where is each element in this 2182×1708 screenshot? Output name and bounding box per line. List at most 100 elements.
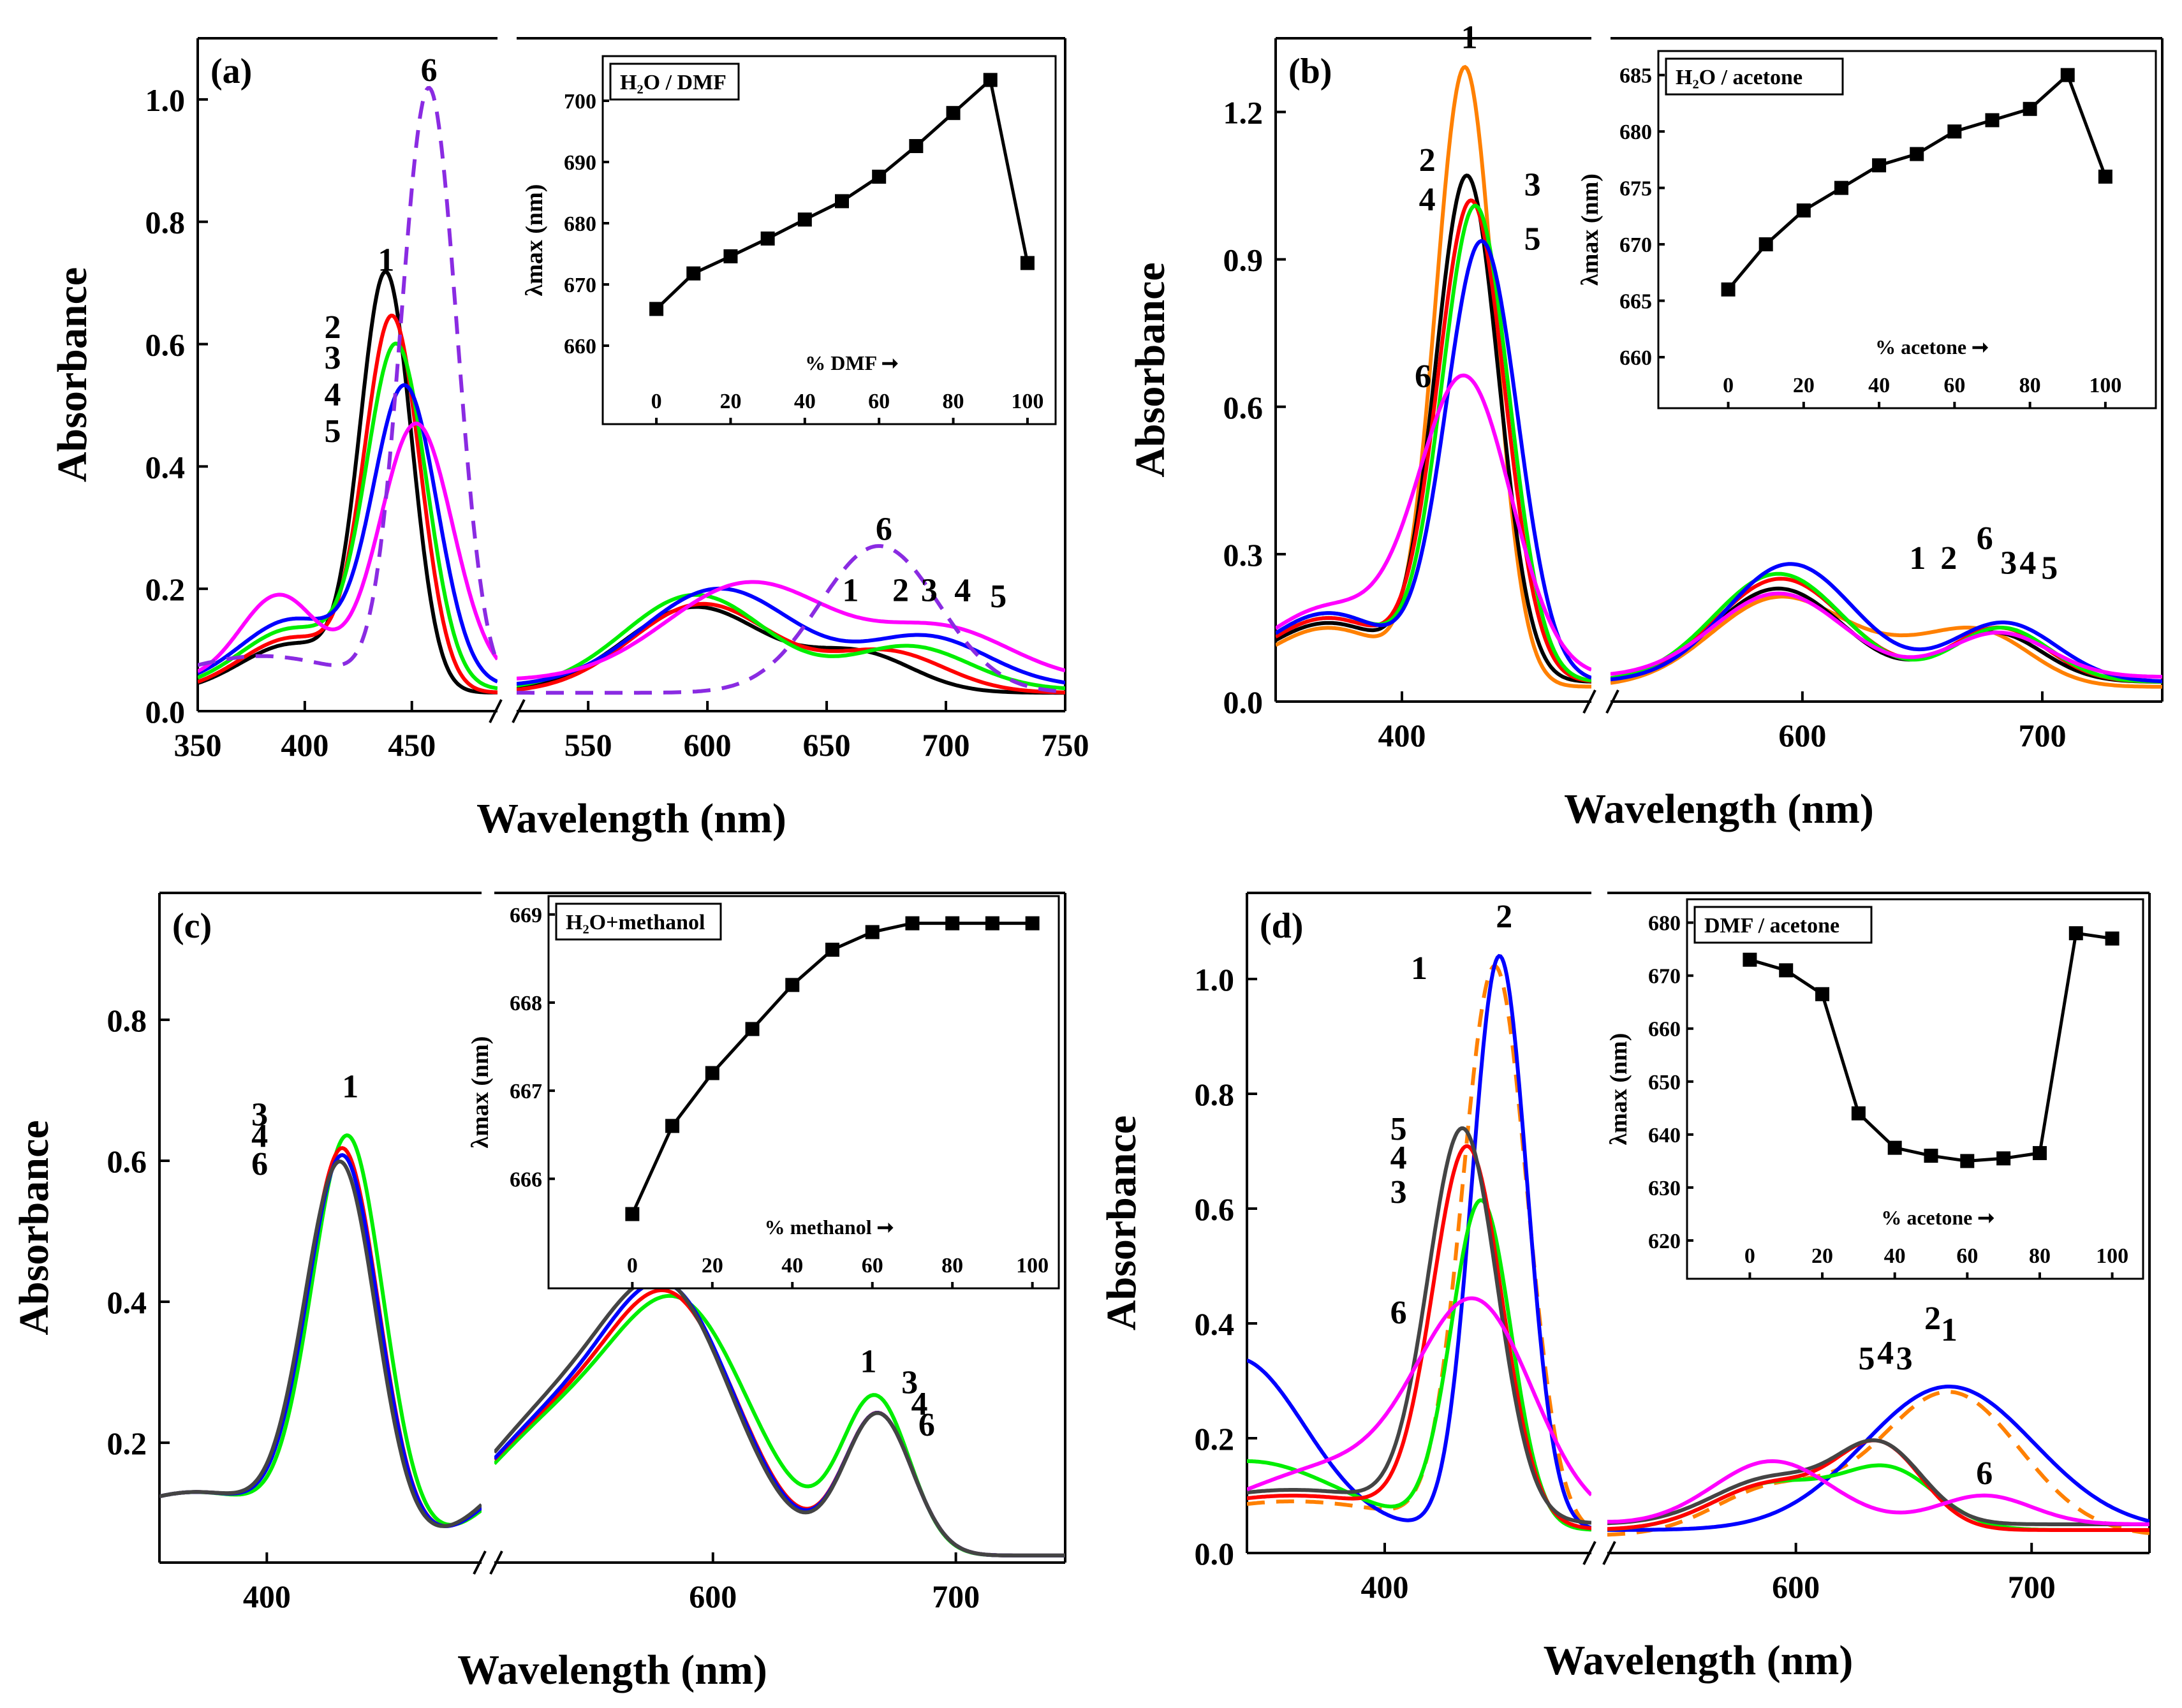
series-5-curve — [1607, 1438, 2149, 1526]
inset-x-tick-label: 100 — [1016, 1254, 1049, 1277]
x-tick-label: 400 — [281, 727, 328, 763]
series-4-curve — [494, 1279, 1065, 1557]
inset-marker — [985, 916, 999, 931]
inset-d: 620 630 640 650 660 670 680 0 20 40 60 80 100 DMF / a… — [1605, 898, 2144, 1280]
inset-y-tick-label: 640 — [1648, 1124, 1681, 1147]
axis-break-mark — [1605, 689, 1619, 714]
series-2-curve — [1247, 953, 1591, 1530]
inset-y-tick-label: 620 — [1648, 1230, 1681, 1253]
inset-x-tick-label: 100 — [1011, 390, 1043, 413]
inset-marker — [785, 978, 800, 992]
y-tick-label: 0.2 — [145, 571, 186, 607]
inset-marker — [797, 212, 812, 227]
inset-marker — [1947, 124, 1962, 139]
inset-marker — [1834, 180, 1848, 195]
series-5-curve — [1247, 1126, 1591, 1525]
y-tick-label: 0.6 — [1223, 390, 1264, 425]
curve-annotation: 1 — [1411, 950, 1427, 987]
inset-marker — [2060, 68, 2075, 82]
y-tick-label: 0.4 — [107, 1285, 147, 1320]
curve-annotation: 3 — [921, 572, 938, 608]
inset-x-tick-label: 0 — [1723, 374, 1734, 397]
series-1-curve — [159, 1133, 482, 1527]
y-tick-label: 0.4 — [145, 449, 186, 485]
series-4-curve — [1247, 1144, 1591, 1531]
inset-title-frame — [1693, 906, 1873, 944]
curve-annotation: 4 — [911, 1386, 927, 1422]
series-6-curve — [1276, 373, 1591, 672]
inset-x-tick-label: 60 — [1956, 1244, 1978, 1268]
y-tick-label: 0.3 — [1223, 537, 1264, 573]
inset-title-box: H₂O / acetone — [1665, 57, 1844, 96]
axis-break-mark — [1582, 1541, 1596, 1565]
curve-annotation: 1 — [1909, 540, 1926, 577]
x-tick-label: 600 — [1772, 1569, 1820, 1605]
panel-label: (d) — [1260, 906, 1303, 946]
series-6-curve — [494, 1276, 1065, 1557]
curve-annotation: 3 — [1390, 1174, 1407, 1211]
series-4-curve — [198, 383, 498, 684]
y-tick-label: 0.8 — [107, 1003, 147, 1038]
curve-annotation: 3 — [901, 1365, 918, 1401]
inset-y-tick-label: 670 — [564, 274, 596, 297]
inset-x-tick-label: 80 — [2019, 374, 2041, 397]
inset-y-tick-label: 660 — [564, 335, 596, 358]
inset-x-tick-label: 20 — [1793, 374, 1815, 397]
curve-annotation: 5 — [1859, 1341, 1875, 1377]
axis-break-mark — [489, 699, 503, 723]
curve-annotation: 4 — [2019, 545, 2036, 582]
y-tick-label: 0.9 — [1223, 242, 1264, 278]
x-tick-label: 700 — [932, 1579, 980, 1614]
inset-y-tick-label: 675 — [1619, 177, 1652, 201]
y-tick-label: 0.0 — [1195, 1536, 1235, 1572]
x-tick-label: 450 — [388, 727, 436, 763]
series-1-curve — [494, 1293, 1065, 1557]
inset-marker — [1924, 1149, 1938, 1163]
inset-note: % acetone ➞ — [1875, 335, 1989, 358]
series-6-curve — [198, 85, 498, 668]
series-5-curve — [198, 421, 498, 674]
y-tick-label: 0.8 — [1195, 1077, 1235, 1112]
curve-annotation: 2 — [1496, 899, 1512, 935]
axis-break-mark — [489, 1550, 503, 1575]
inset-x-tick-label: 80 — [941, 1254, 963, 1277]
inset-marker — [686, 266, 701, 281]
curve-annotation: 5 — [2041, 550, 2058, 586]
y-tick-label: 0.0 — [145, 694, 186, 730]
axis-break-mark — [1582, 689, 1596, 714]
inset-x-tick-label: 80 — [2029, 1244, 2051, 1268]
inset-c: 666 667 668 669 0 20 40 60 80 100 H₂O+methanol λmax… — [467, 895, 1060, 1290]
y-axis-label: Absorbance — [49, 267, 96, 482]
inset-marker — [723, 249, 738, 263]
curve-annotation: 6 — [421, 52, 438, 89]
inset-marker — [1910, 147, 1924, 161]
inset-y-axis-label: λmax (nm) — [1577, 173, 1603, 286]
curve-annotation: 2 — [325, 309, 341, 346]
inset-x-tick-label: 20 — [719, 390, 741, 413]
curve-annotation: 1 — [1941, 1312, 1957, 1348]
inset-y-tick-label: 680 — [1619, 121, 1652, 144]
inset-x-tick-label: 100 — [2096, 1244, 2128, 1268]
x-tick-label: 600 — [684, 727, 732, 763]
inset-x-tick-label: 40 — [1884, 1244, 1906, 1268]
curve-annotation: 1 — [1461, 19, 1478, 55]
inset-marker — [1721, 282, 1736, 297]
inset-title-box: DMF / acetone — [1693, 906, 1873, 944]
inset-y-tick-label: 680 — [1648, 912, 1681, 936]
y-tick-label: 0.6 — [145, 327, 186, 363]
y-tick-label: 0.2 — [107, 1425, 147, 1461]
y-axis-label: Absorbance — [1098, 1115, 1145, 1330]
inset-title-frame — [609, 63, 740, 101]
curve-annotation: 1 — [860, 1344, 877, 1380]
panel-label: (b) — [1288, 52, 1332, 91]
inset-x-tick-label: 60 — [1943, 374, 1965, 397]
inset-y-tick-label: 669 — [510, 904, 542, 927]
inset-b: 660 665 670 675 680 685 0 20 40 60 80 100 H₂O / acet… — [1577, 50, 2157, 409]
inset-marker — [1872, 158, 1887, 173]
inset-marker — [1020, 256, 1035, 270]
